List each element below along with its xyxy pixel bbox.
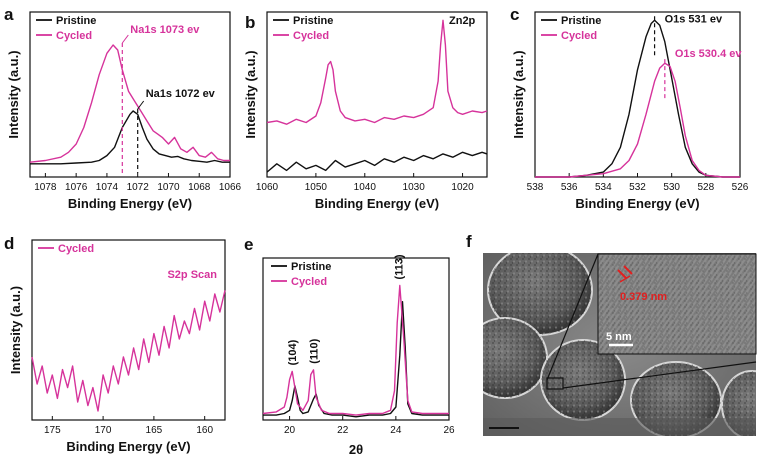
x-tick-label: 20 <box>284 425 296 436</box>
legend-entry: Cycled <box>293 30 329 42</box>
panel-c-chart: c 538 536 534 532 530 528 526 Binding Energy (eV… <box>510 5 749 211</box>
panel-label-e: e <box>244 235 253 254</box>
zoom-line-top <box>546 253 599 381</box>
lattice-spacing-label: 0.379 nm <box>620 291 667 303</box>
x-tick-label: 1072 <box>127 182 150 193</box>
hkl-label: (110) <box>308 338 320 363</box>
x-axis-label: Binding Energy (eV) <box>68 196 192 211</box>
x-axis-label: Binding Energy (eV) <box>66 439 190 454</box>
x-tick-label: 530 <box>663 182 680 193</box>
plot-frame-d <box>31 239 226 421</box>
x-tick-label: 534 <box>595 182 612 193</box>
chart-title: S2p Scan <box>167 269 217 281</box>
legend-entry: Cycled <box>56 30 92 42</box>
series-line-cycled <box>29 44 230 163</box>
series-line-cycled <box>266 19 488 125</box>
x-tick-label: 1068 <box>188 182 211 193</box>
plot-frame-a <box>29 11 231 178</box>
y-axis-label: Intensity (a.u.) <box>8 286 23 374</box>
x-tick-label: 1074 <box>96 182 119 193</box>
peak-annotation: Na1s 1073 ev <box>130 24 200 36</box>
x-tick-label: 1040 <box>354 182 377 193</box>
x-tick-label: 1076 <box>65 182 88 193</box>
hkl-label: (113) <box>394 254 406 279</box>
y-axis-label: Intensity (a.u.) <box>6 50 21 138</box>
legend-entry: Cycled <box>291 276 327 288</box>
x-tick-label: 1050 <box>305 182 328 193</box>
hrtem-inset <box>597 253 757 355</box>
x-tick-label: 24 <box>390 425 402 436</box>
lattice-marker-icon <box>617 265 633 283</box>
panel-label-a: a <box>4 5 14 24</box>
x-tick-label: 1078 <box>34 182 57 193</box>
x-tick-label: 526 <box>732 182 749 193</box>
x-tick-label: 175 <box>44 425 61 436</box>
peak-annotation: O1s 530.4 ev <box>675 48 743 60</box>
panel-label-c: c <box>510 5 519 24</box>
x-tick-label: 538 <box>527 182 544 193</box>
hkl-label: (104) <box>287 339 299 365</box>
series-line-cycled <box>262 284 449 416</box>
x-axis-label: Binding Energy (eV) <box>315 196 439 211</box>
plot-frame-b <box>266 11 488 178</box>
series-line-pristine <box>30 110 230 165</box>
peak-annotation: O1s 531 ev <box>665 13 723 25</box>
legend-entry: Pristine <box>291 261 331 273</box>
x-tick-label: 1060 <box>256 182 279 193</box>
x-tick-label: 1066 <box>219 182 242 193</box>
y-axis-label: Intensity (a.u.) <box>243 50 258 138</box>
x-tick-label: 1030 <box>403 182 426 193</box>
x-tick-label: 22 <box>337 425 349 436</box>
zoom-box <box>546 377 564 390</box>
legend-entry: Pristine <box>561 15 601 27</box>
annotation-leader <box>137 100 145 110</box>
panel-d-chart: d 175 170 165 160 Binding Energy (eV) Intensit… <box>4 234 226 454</box>
annotation-leader <box>121 34 129 44</box>
series-line-pristine <box>266 151 488 173</box>
peak-annotation: Na1s 1072 ev <box>146 88 216 100</box>
x-tick-label: 1070 <box>157 182 180 193</box>
legend-entry: Pristine <box>293 15 333 27</box>
x-tick-label: 536 <box>561 182 578 193</box>
x-tick-label: 26 <box>443 425 455 436</box>
panel-f-tem-image: f 0.379 nm <box>466 232 757 436</box>
series-line-cycled <box>31 290 226 412</box>
legend-entry: Cycled <box>561 30 597 42</box>
x-tick-label: 165 <box>146 425 163 436</box>
series-line-cycled <box>535 62 740 178</box>
x-tick-label: 532 <box>629 182 646 193</box>
x-tick-label: 170 <box>95 425 112 436</box>
inset-scale-label: 5 nm <box>606 331 632 343</box>
panel-label-d: d <box>4 234 14 253</box>
panel-label-b: b <box>245 13 255 32</box>
panel-a-chart: a 1078 1076 1074 1072 1070 1068 1066 Binding Ene… <box>4 5 242 211</box>
x-tick-label: 160 <box>196 425 213 436</box>
panel-e-chart: e 20 22 24 26 2θ Pristine Cycled (104) (110) (113) <box>244 235 455 457</box>
panel-label-f: f <box>466 232 472 251</box>
x-tick-label: 1020 <box>451 182 474 193</box>
legend-entry: Cycled <box>58 243 94 255</box>
peak-annotation: Zn2p <box>449 15 476 27</box>
y-axis-label: Intensity (a.u.) <box>511 50 526 138</box>
series-line-pristine <box>535 19 740 178</box>
x-axis-label: Binding Energy (eV) <box>575 196 699 211</box>
panel-b-chart: b 1060 1050 1040 1030 1020 Binding Energy (eV)… <box>243 11 488 211</box>
plot-frame-e <box>262 257 450 421</box>
x-axis-label: 2θ <box>349 442 363 457</box>
zoom-line-bottom <box>562 361 757 389</box>
x-tick-label: 528 <box>697 182 714 193</box>
legend-entry: Pristine <box>56 15 96 27</box>
